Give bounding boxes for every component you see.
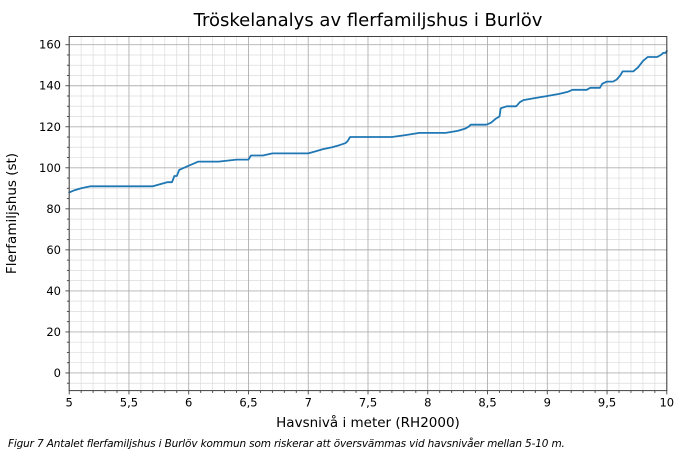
y-tick-label: 20 <box>46 325 61 339</box>
x-tick-labels: 5 5,5 6 6,5 7 7,5 8 8,5 9 9,5 10 <box>66 396 675 410</box>
major-gridlines <box>68 36 668 391</box>
data-line <box>68 50 668 194</box>
y-tick-label: 160 <box>39 38 61 52</box>
x-tick-label: 5 <box>66 396 73 410</box>
x-tick-label: 8 <box>424 396 431 410</box>
y-tick-label: 0 <box>54 366 61 380</box>
x-tick-label: 7,5 <box>359 396 377 410</box>
y-tick-label: 80 <box>46 202 61 216</box>
figure-caption: Figur 7 Antalet flerfamiljshus i Burlöv … <box>8 438 565 450</box>
threshold-line-chart: 5 5,5 6 6,5 7 7,5 8 8,5 9 9,5 10 0 20 40 60 80 100 120 14… <box>4 10 675 431</box>
y-tick-label: 40 <box>46 284 61 298</box>
x-tick-label: 8,5 <box>478 396 496 410</box>
y-tick-label: 100 <box>39 161 61 175</box>
x-tick-label: 9 <box>544 396 551 410</box>
x-tick-label: 6 <box>185 396 192 410</box>
chart-title: Tröskelanalys av flerfamiljshus i Burlöv <box>193 10 543 31</box>
x-axis-label: Havsnivå i meter (RH2000) <box>276 414 460 431</box>
axis-ticks <box>65 44 668 395</box>
x-tick-label: 10 <box>659 396 674 410</box>
y-axis-label: Flerfamiljshus (st) <box>4 153 20 274</box>
x-tick-label: 9,5 <box>598 396 616 410</box>
y-tick-label: 140 <box>39 79 61 93</box>
y-tick-label: 120 <box>39 120 61 134</box>
y-tick-labels: 0 20 40 60 80 100 120 140 160 <box>39 38 61 380</box>
x-tick-label: 5,5 <box>120 396 138 410</box>
y-tick-label: 60 <box>46 243 61 257</box>
x-tick-label: 6,5 <box>239 396 257 410</box>
x-tick-label: 7 <box>305 396 312 410</box>
